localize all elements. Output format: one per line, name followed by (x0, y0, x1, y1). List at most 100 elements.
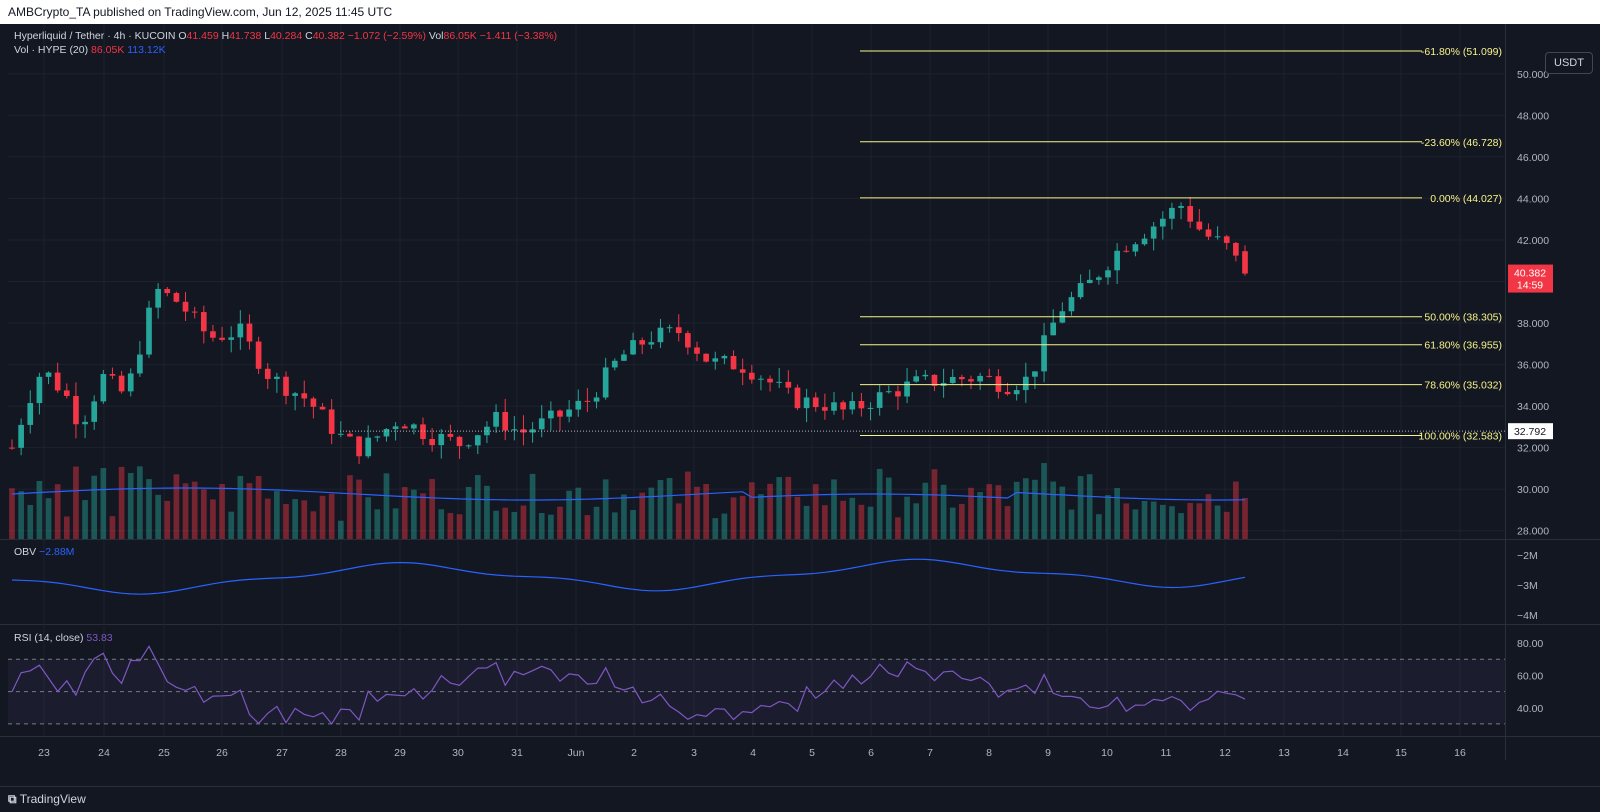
volume-bar (785, 476, 792, 539)
candle-body (885, 391, 892, 393)
close-label: C (305, 30, 313, 42)
rsi-value: 53.83 (86, 632, 113, 644)
candle-body (1132, 244, 1139, 252)
publish-line: AMBCrypto_TA published on TradingView.co… (8, 5, 393, 19)
candle-body (685, 333, 691, 348)
price-tick-label: 42.000 (1517, 235, 1549, 247)
candle-body (1041, 335, 1047, 372)
candle-body (100, 374, 107, 402)
volume-bar (666, 477, 673, 539)
volume-bar (822, 505, 828, 539)
volume-bar (1159, 504, 1166, 539)
candle-body (27, 403, 34, 425)
obv-tick-label: −3M (1517, 580, 1538, 592)
chart-area[interactable]: -61.80% (51.099) -23.60% (46.728) 0.00% (4… (0, 24, 1600, 786)
footer-brand: TradingView (19, 792, 86, 806)
candle-body (292, 393, 298, 396)
price-tick-label: 50.000 (1517, 69, 1549, 81)
candle-body (18, 424, 24, 448)
candle-body (949, 376, 956, 383)
volume-bar (63, 516, 70, 539)
volume-bar (91, 475, 98, 539)
candle-body (611, 360, 618, 368)
candle-body (429, 439, 435, 446)
candle-body (1159, 218, 1166, 227)
candle-body (785, 381, 792, 388)
candle-body (356, 436, 362, 457)
volume-value: 86.05K (91, 44, 125, 56)
volume-bar (1086, 474, 1093, 539)
rsi-line (11, 645, 1246, 725)
volume-bar (858, 504, 865, 539)
volume-bar (292, 499, 298, 539)
candle-body (191, 311, 198, 313)
candle-body (246, 323, 253, 342)
candle-body (173, 293, 180, 302)
volume-bar (137, 466, 143, 539)
candle-body (849, 401, 856, 410)
candle-body (219, 337, 225, 340)
time-tick-label: 24 (98, 747, 110, 759)
candle-body (200, 312, 207, 332)
fib-level-label: 78.60% (35.032) (1424, 380, 1502, 392)
candle-body (63, 390, 70, 396)
volume-bar (365, 497, 372, 539)
volume-bar (100, 468, 107, 539)
candle-body (1233, 242, 1239, 256)
candle-body (675, 327, 682, 334)
candle-body (748, 372, 755, 380)
volume-bar (602, 479, 609, 539)
obv-line (11, 558, 1246, 595)
candle-body (255, 341, 262, 369)
candle-body (54, 372, 61, 391)
candle-body (666, 327, 673, 329)
candle-body (968, 379, 974, 382)
fib-level-label: -23.60% (46.728) (1421, 137, 1502, 149)
candle-body (1223, 236, 1230, 243)
obv-pane: −2M −3M −4M (11, 550, 1538, 622)
volume-bar (429, 479, 435, 539)
candle-body (1187, 206, 1194, 222)
open-value: 41.459 (186, 30, 219, 42)
volume-bar (1032, 479, 1038, 539)
volume-bar (1123, 503, 1130, 539)
volume-bar (274, 491, 280, 539)
volume-bar (812, 484, 819, 539)
price-tick-label: 46.000 (1517, 152, 1549, 164)
volume-bar (840, 500, 846, 539)
price-tick-label: 32.000 (1517, 443, 1549, 455)
volume-bar (54, 484, 61, 539)
candle-body (648, 342, 655, 345)
volume-bar (977, 492, 983, 539)
candle-body (822, 407, 828, 411)
volume-bar (867, 506, 874, 539)
volume-bar (986, 484, 993, 539)
candle-body (164, 288, 171, 294)
volume-bar (1132, 509, 1139, 539)
fib-level-label: 50.00% (38.305) (1424, 312, 1502, 324)
tradingview-logo-icon: ⧉ (8, 792, 17, 806)
candle-body (931, 374, 938, 386)
chart-canvas[interactable]: -61.80% (51.099) -23.60% (46.728) 0.00% (4… (0, 24, 1600, 786)
volume-bar (118, 466, 125, 539)
volume-bar (566, 490, 572, 539)
volume-bar (520, 505, 527, 539)
candle-body (721, 355, 728, 359)
candle-body (401, 426, 408, 429)
volume-bar (246, 483, 253, 539)
candle-body (566, 409, 572, 417)
volume-bar (685, 471, 691, 539)
candle-body (548, 410, 554, 419)
volume-bar (474, 475, 481, 539)
volume-bar (1178, 513, 1184, 539)
countdown-value: 14:59 (1517, 280, 1543, 292)
currency-button[interactable]: USDT (1545, 52, 1593, 74)
candle-body (465, 445, 472, 447)
candle-body (1105, 270, 1111, 278)
candle-body (493, 411, 499, 427)
candle-body (1032, 371, 1038, 377)
candle-body (1178, 206, 1184, 208)
volume-bar (630, 510, 636, 539)
volume-ma-value: 113.12K (127, 44, 166, 56)
candle-body (365, 437, 372, 457)
